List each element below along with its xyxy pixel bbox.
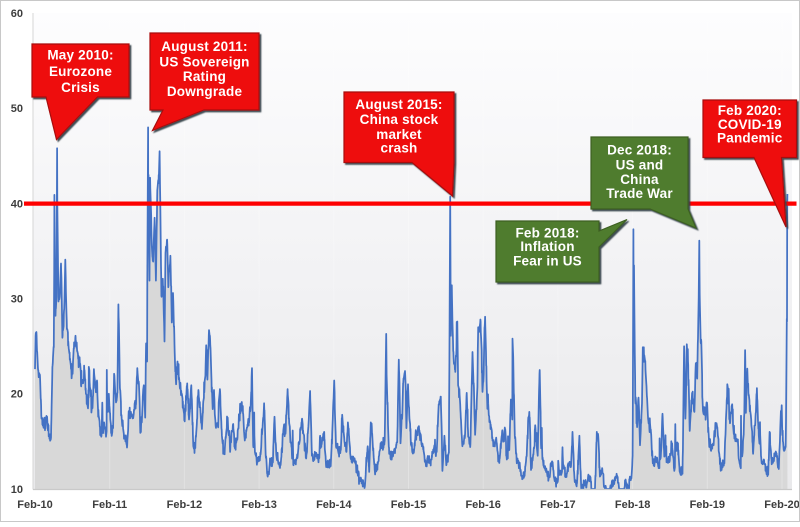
svg-text:Feb-16: Feb-16	[465, 499, 500, 511]
svg-text:crash: crash	[380, 141, 417, 156]
svg-text:60: 60	[11, 8, 23, 20]
svg-text:Fear in US: Fear in US	[513, 254, 582, 269]
svg-text:Eurozone: Eurozone	[49, 64, 112, 79]
svg-text:30: 30	[11, 294, 23, 306]
svg-text:Feb-15: Feb-15	[391, 499, 426, 511]
svg-text:US Sovereign: US Sovereign	[159, 54, 249, 69]
svg-text:40: 40	[11, 198, 23, 210]
svg-text:Feb 2020:: Feb 2020:	[718, 103, 782, 118]
svg-text:Feb-18: Feb-18	[615, 499, 650, 511]
svg-text:Rating: Rating	[183, 69, 226, 84]
svg-text:Pandemic: Pandemic	[717, 130, 783, 145]
svg-text:Trade War: Trade War	[606, 186, 673, 201]
svg-text:Feb-12: Feb-12	[167, 499, 202, 511]
svg-text:10: 10	[11, 484, 23, 496]
svg-text:May 2010:: May 2010:	[47, 48, 113, 63]
svg-text:20: 20	[11, 389, 23, 401]
svg-text:Feb-17: Feb-17	[540, 499, 575, 511]
svg-text:China stock: China stock	[360, 112, 439, 127]
svg-text:market: market	[376, 127, 422, 142]
svg-text:China: China	[620, 172, 659, 187]
svg-text:50: 50	[11, 103, 23, 115]
svg-text:Crisis: Crisis	[61, 80, 100, 95]
svg-text:Dec 2018:: Dec 2018:	[607, 143, 672, 158]
svg-text:Downgrade: Downgrade	[167, 84, 243, 99]
svg-text:Feb 2018:: Feb 2018:	[515, 226, 579, 241]
svg-text:August 2011:: August 2011:	[161, 39, 247, 54]
svg-text:Feb-10: Feb-10	[17, 499, 52, 511]
svg-text:Feb-20: Feb-20	[764, 499, 799, 511]
svg-text:US and: US and	[616, 157, 664, 172]
svg-text:Feb-14: Feb-14	[316, 499, 352, 511]
svg-text:Feb-19: Feb-19	[690, 499, 725, 511]
svg-text:Feb-13: Feb-13	[241, 499, 276, 511]
svg-text:Feb-11: Feb-11	[92, 499, 127, 511]
svg-text:August 2015:: August 2015:	[355, 97, 442, 112]
svg-text:COVID-19: COVID-19	[718, 117, 782, 132]
svg-text:Inflation: Inflation	[520, 239, 574, 254]
